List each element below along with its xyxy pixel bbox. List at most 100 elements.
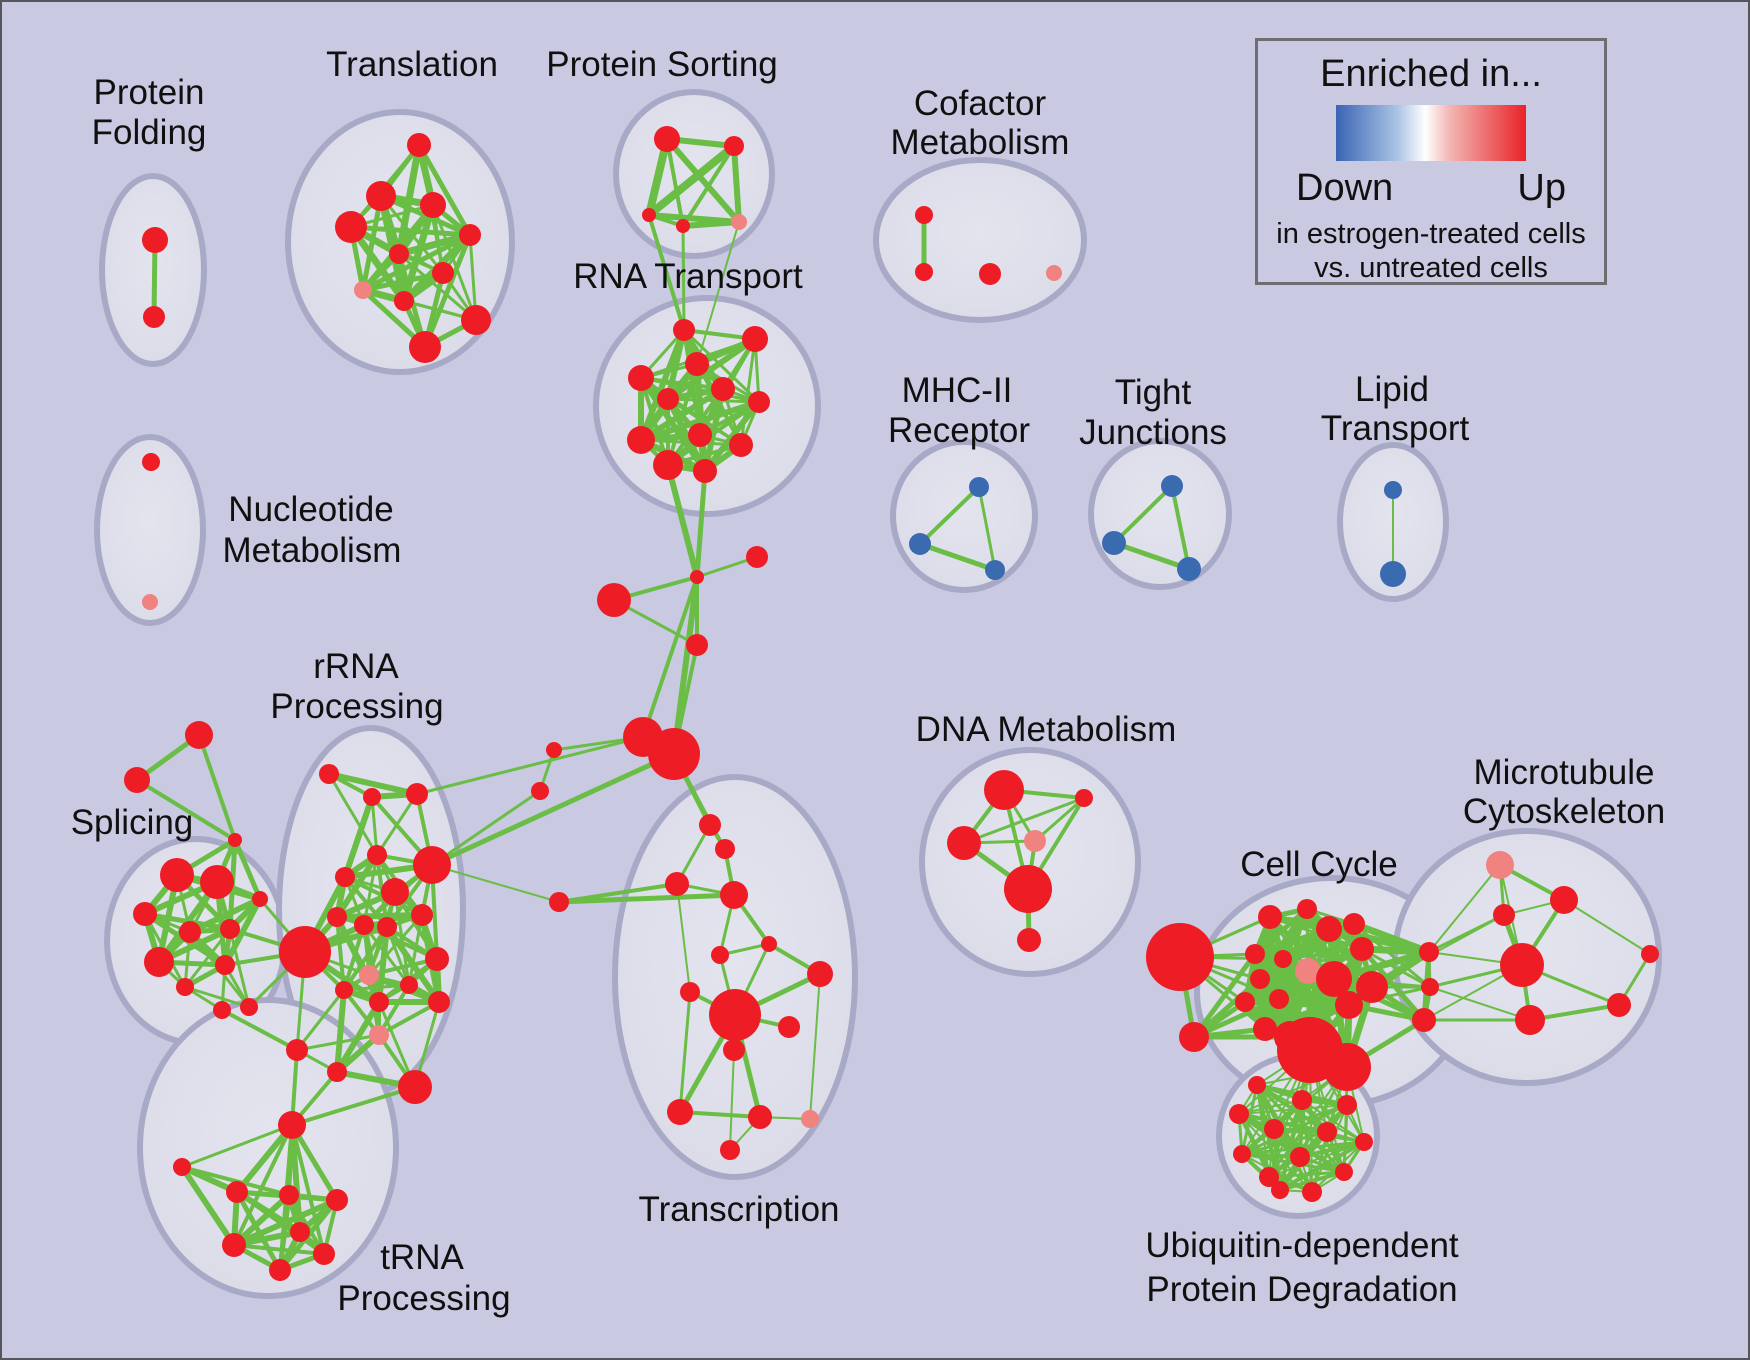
- edge: [809, 973, 821, 1120]
- edge: [295, 988, 346, 1052]
- gene-set-node: [1245, 944, 1265, 964]
- gene-set-node: [409, 331, 441, 363]
- gene-set-node: [1290, 1147, 1310, 1167]
- gene-set-node: [1295, 958, 1321, 984]
- cluster-label-trna-processing: tRNA: [380, 1238, 464, 1277]
- gene-set-node: [969, 477, 989, 497]
- legend-description: in estrogen-treated cells vs. untreated …: [1258, 217, 1604, 285]
- gene-set-node: [654, 126, 680, 152]
- gene-set-node: [1380, 561, 1406, 587]
- nodes: [124, 126, 1659, 1281]
- gene-set-node: [1355, 1133, 1373, 1151]
- gene-set-node: [1024, 830, 1046, 852]
- gene-set-node: [688, 423, 712, 447]
- gene-set-node: [979, 263, 1001, 285]
- edge: [342, 925, 389, 992]
- gene-set-node: [326, 1189, 348, 1211]
- gene-set-node: [1177, 557, 1201, 581]
- gene-set-node: [715, 839, 735, 859]
- legend-title: Enriched in...: [1320, 53, 1542, 95]
- gene-set-node: [720, 881, 748, 909]
- gene-set-node: [327, 1062, 347, 1082]
- edge: [702, 386, 726, 474]
- edge: [234, 1189, 283, 1273]
- edge: [326, 771, 420, 797]
- cluster-label-cofactor-metabolism: Metabolism: [891, 123, 1070, 162]
- gene-set-node: [213, 1001, 231, 1019]
- cluster-label-rna-transport: RNA Transport: [573, 257, 803, 296]
- gene-set-node: [984, 770, 1024, 810]
- gene-set-node: [1337, 1095, 1357, 1115]
- edge: [678, 990, 692, 1114]
- gene-set-node: [909, 533, 931, 555]
- gene-set-node: [367, 845, 387, 865]
- gene-set-node: [124, 767, 150, 793]
- edge: [228, 927, 251, 1009]
- cluster-label-lipid-transport: Transport: [1321, 409, 1470, 448]
- gene-set-node: [531, 782, 549, 800]
- gene-set-node: [648, 728, 700, 780]
- gene-set-node: [693, 459, 717, 483]
- edge: [639, 376, 761, 404]
- gene-set-node: [676, 219, 690, 233]
- edge: [1267, 1170, 1346, 1179]
- gene-set-node: [459, 224, 481, 246]
- edge: [1112, 484, 1174, 545]
- gene-set-node: [1323, 1043, 1371, 1091]
- edge: [1111, 540, 1192, 572]
- edge: [232, 1123, 294, 1247]
- edge: [1281, 947, 1364, 961]
- cluster-label-transcription: Transcription: [639, 1190, 840, 1229]
- gene-set-node: [985, 560, 1005, 580]
- gene-set-node: [742, 326, 768, 352]
- gene-set-node: [279, 1185, 299, 1205]
- gene-set-node: [1274, 950, 1292, 968]
- edge: [334, 987, 347, 1075]
- gene-set-node: [1271, 1181, 1289, 1199]
- gene-set-node: [389, 244, 409, 264]
- edge: [197, 733, 237, 842]
- edge: [1352, 922, 1432, 989]
- edge: [638, 399, 762, 443]
- gene-set-node: [1292, 1090, 1312, 1110]
- gene-set-node: [748, 1105, 772, 1129]
- cluster-label-lipid-transport: Lipid: [1355, 370, 1429, 409]
- gene-set-node: [335, 981, 353, 999]
- gene-set-node: [1550, 886, 1578, 914]
- gene-set-node: [711, 377, 735, 401]
- edge: [556, 892, 737, 905]
- gene-set-node: [1250, 969, 1270, 989]
- edge: [1238, 1099, 1303, 1115]
- edge: [187, 896, 263, 935]
- edge: [179, 1164, 237, 1248]
- edge: [647, 213, 686, 332]
- gene-set-node: [1493, 904, 1515, 926]
- gene-set-node: [1317, 1122, 1337, 1142]
- gene-set-node: [1316, 961, 1352, 997]
- edge: [430, 789, 542, 867]
- edge: [729, 1049, 735, 1151]
- edge: [183, 927, 232, 989]
- edge: [422, 232, 473, 350]
- edge: [234, 1122, 295, 1195]
- edge: [367, 913, 424, 977]
- gene-set-node: [1046, 265, 1062, 281]
- gene-set-node: [1412, 1008, 1436, 1032]
- cluster-label-dna-metabolism: DNA Metabolism: [916, 710, 1177, 749]
- gene-set-node: [432, 262, 454, 284]
- gene-set-node: [1350, 937, 1374, 961]
- cluster-label-ubiquitin-degradation: Protein Degradation: [1146, 1270, 1457, 1309]
- gene-set-node: [1302, 1182, 1322, 1202]
- edge: [1528, 1003, 1621, 1022]
- edge: [664, 136, 742, 225]
- edge: [416, 142, 473, 238]
- gene-set-node: [425, 947, 449, 971]
- gene-set-node: [1384, 481, 1402, 499]
- gene-set-node: [407, 133, 431, 157]
- gene-set-node: [947, 826, 981, 860]
- edge: [641, 575, 699, 739]
- gene-set-node: [363, 788, 381, 806]
- edge: [1240, 1130, 1329, 1156]
- gene-set-node: [142, 227, 168, 253]
